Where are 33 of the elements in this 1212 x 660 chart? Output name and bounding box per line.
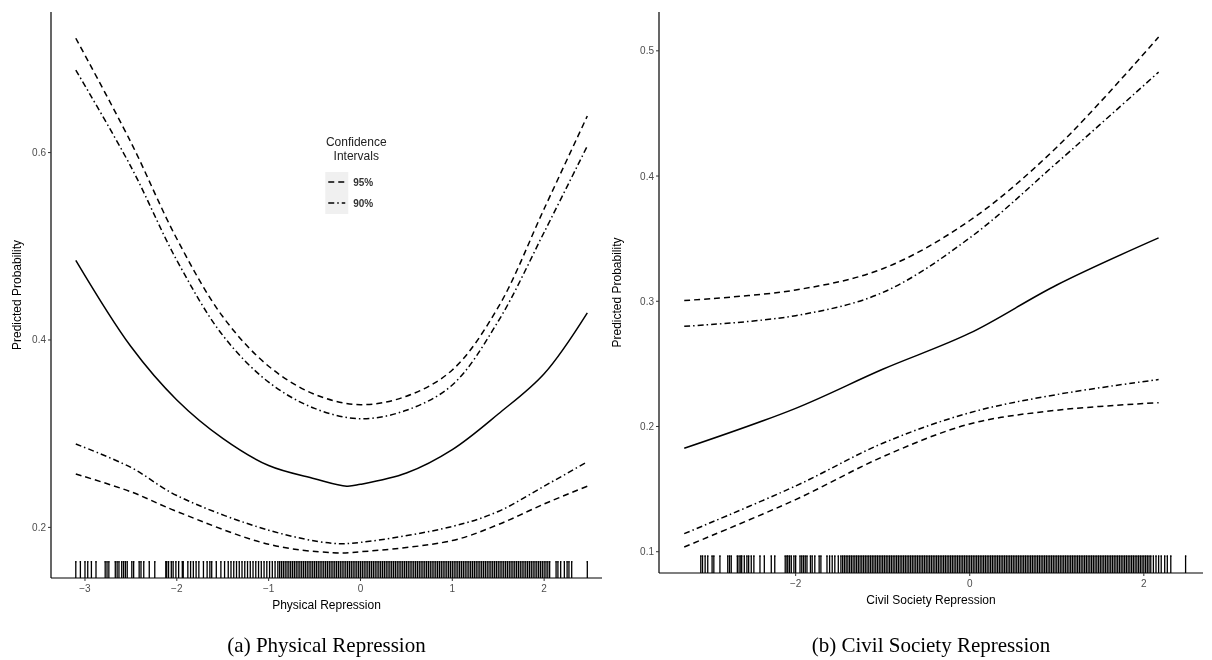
- y-tick-label: 0.4: [640, 170, 655, 182]
- x-tick-label: 2: [1141, 578, 1148, 589]
- y-tick-label: 0.1: [640, 546, 655, 558]
- x-tick-label: −2: [789, 578, 802, 589]
- text: (a) Physical Repression: [227, 633, 427, 657]
- y-tick-label: 0.4: [32, 334, 47, 346]
- line-series: [683, 36, 1160, 302]
- x-tick-label: 0: [966, 578, 973, 589]
- line-series: [75, 473, 589, 554]
- legend-label: 90%: [353, 197, 374, 209]
- y-tick-label: 0.6: [32, 147, 47, 159]
- x-tick-label: −1: [262, 583, 275, 594]
- y-axis-title: Predicted Probability: [610, 237, 624, 348]
- x-axis-title: Civil Society Repression: [866, 593, 996, 607]
- y-axis-title: Predicted Probability: [10, 239, 24, 351]
- line-series: [75, 259, 589, 487]
- line-series: [683, 401, 1160, 548]
- y-tick-label: 0.5: [640, 45, 655, 57]
- x-tick-label: 1: [449, 583, 456, 594]
- legend-title: Confidence Intervals: [325, 135, 387, 163]
- text: (b) Civil Society Repression: [811, 633, 1051, 657]
- x-tick-label: −2: [171, 583, 183, 594]
- y-tick-label: 0.3: [640, 295, 655, 307]
- x-tick-label: 0: [357, 583, 364, 594]
- line-series: [683, 237, 1160, 450]
- x-tick-label: −3: [79, 583, 92, 594]
- line-series: [683, 378, 1160, 535]
- y-tick-label: 0.2: [32, 521, 47, 533]
- x-axis-title: Physical Repression: [272, 598, 381, 612]
- x-tick-label: 2: [541, 583, 548, 594]
- line-series: [683, 71, 1160, 328]
- legend-label: 95%: [353, 176, 374, 188]
- y-tick-label: 0.2: [640, 420, 655, 432]
